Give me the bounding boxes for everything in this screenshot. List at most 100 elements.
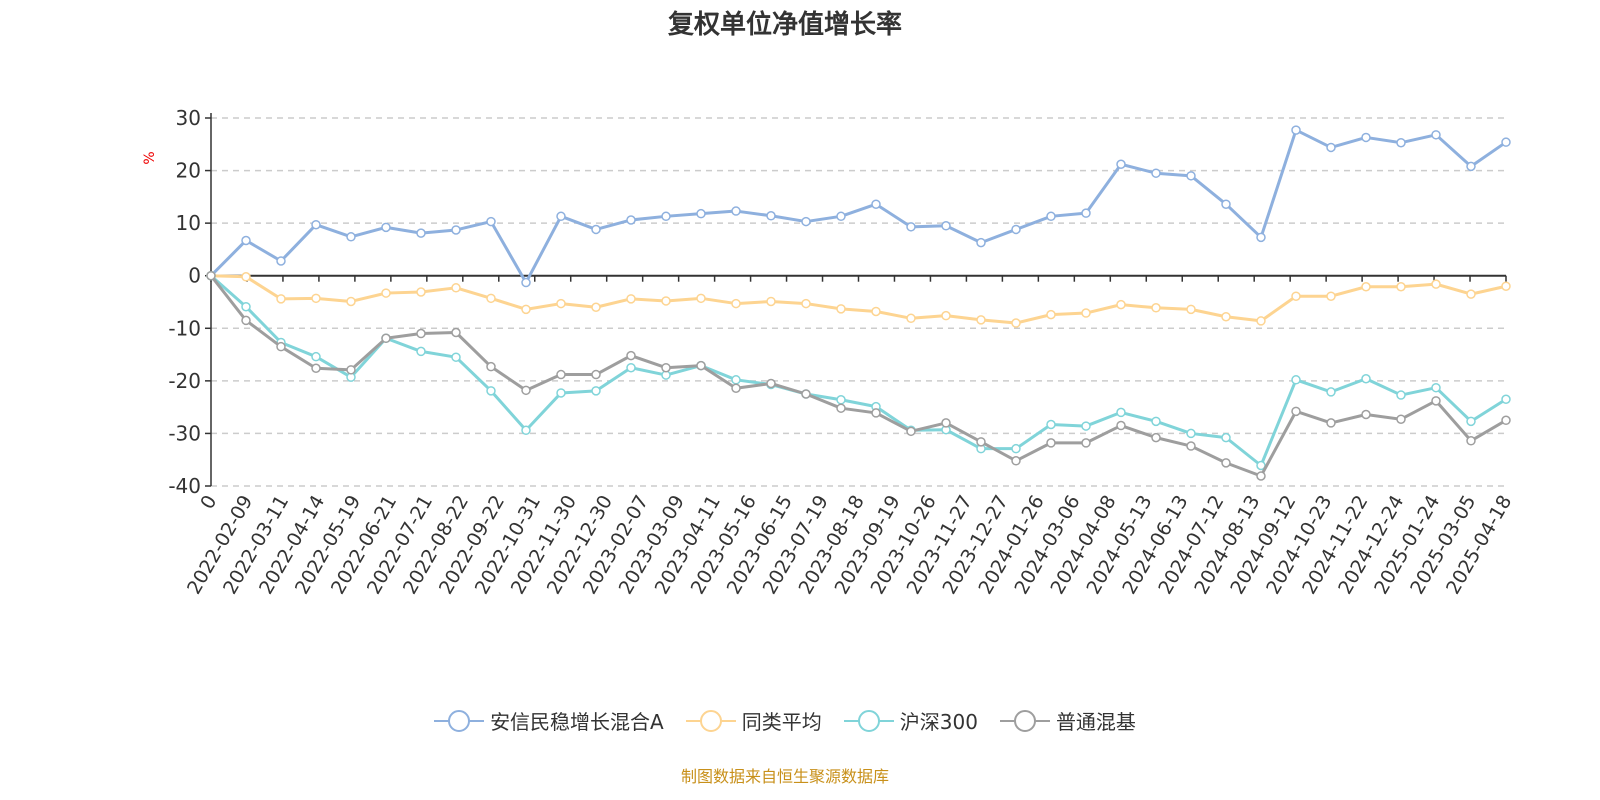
- series-0: [206, 125, 1511, 288]
- data-point: [1466, 436, 1476, 446]
- data-point: [521, 425, 531, 436]
- data-point: [976, 437, 986, 447]
- data-point: [241, 315, 251, 326]
- data-point: [1151, 168, 1161, 178]
- y-tick-label: 30: [176, 106, 201, 130]
- data-point: [1396, 137, 1406, 148]
- data-point: [766, 211, 776, 221]
- data-point: [556, 298, 566, 309]
- data-point: [626, 350, 636, 361]
- data-point: [1361, 282, 1371, 292]
- data-point: [626, 294, 636, 304]
- data-point: [591, 302, 601, 313]
- data-point: [451, 225, 461, 235]
- data-point: [311, 351, 321, 362]
- data-point: [626, 215, 636, 225]
- legend-marker-icon: [843, 709, 894, 732]
- data-point: [451, 283, 461, 293]
- data-point: [591, 369, 601, 380]
- data-point: [381, 222, 391, 233]
- legend-marker-icon: [434, 709, 485, 732]
- y-tick-label: -20: [168, 369, 201, 393]
- data-point: [1466, 289, 1476, 299]
- data-point: [976, 237, 986, 248]
- data-point: [1116, 159, 1126, 170]
- data-point: [1431, 382, 1441, 393]
- data-point: [1046, 419, 1056, 430]
- y-axis-label: %: [142, 151, 158, 164]
- data-point: [1081, 421, 1091, 431]
- data-point: [1221, 432, 1231, 443]
- legend-marker-icon: [685, 709, 736, 732]
- data-point: [451, 327, 461, 338]
- data-point: [1221, 199, 1231, 209]
- data-point: [906, 222, 916, 232]
- data-point: [556, 388, 566, 398]
- data-point: [381, 288, 391, 298]
- data-point: [486, 361, 496, 372]
- legend-item[interactable]: 沪深300: [843, 706, 978, 735]
- data-point: [766, 296, 776, 307]
- data-point: [696, 293, 706, 304]
- legend-label: 沪深300: [899, 710, 978, 734]
- data-point: [871, 199, 881, 209]
- data-point: [1291, 125, 1301, 135]
- y-tick-label: -30: [168, 421, 201, 445]
- data-point: [486, 216, 496, 227]
- series-1: [206, 270, 1511, 328]
- legend-item[interactable]: 同类平均: [685, 706, 822, 735]
- series-2: [206, 270, 1511, 471]
- data-point: [1081, 208, 1091, 218]
- series-line: [209, 128, 1507, 285]
- data-point: [1186, 171, 1196, 181]
- series-line: [209, 274, 1507, 478]
- data-point: [1011, 224, 1021, 235]
- legend-marker-icon: [999, 709, 1050, 732]
- data-point: [1396, 282, 1406, 292]
- data-point: [1361, 409, 1371, 420]
- data-point: [416, 346, 426, 357]
- data-point: [1256, 471, 1266, 481]
- data-point: [1116, 299, 1126, 310]
- legend: 安信民稳增长混合A 同类平均 沪深300 普通混基: [0, 706, 1570, 735]
- data-point: [661, 211, 671, 222]
- data-point: [1361, 374, 1371, 384]
- data-point: [276, 256, 286, 266]
- data-point: [696, 360, 706, 371]
- data-point: [801, 389, 811, 399]
- y-tick-label: -40: [168, 474, 201, 498]
- data-point: [1501, 281, 1511, 291]
- y-tick-label: -10: [168, 316, 201, 340]
- data-point: [416, 228, 426, 238]
- data-point: [801, 298, 811, 309]
- data-point: [731, 383, 741, 393]
- data-point: [1046, 438, 1056, 448]
- data-point: [591, 386, 601, 396]
- data-point: [1431, 130, 1441, 140]
- data-point: [311, 293, 321, 304]
- data-point: [486, 293, 496, 304]
- data-point: [836, 395, 846, 405]
- data-point: [1326, 142, 1336, 153]
- data-point: [1396, 414, 1406, 424]
- x-tick-label: 0: [196, 492, 221, 513]
- data-point: [836, 403, 846, 413]
- line-chart: 3020100-10-20-30-40%02022-02-092022-03-1…: [142, 106, 1516, 598]
- data-point: [836, 211, 846, 222]
- data-point: [1046, 309, 1056, 320]
- y-tick-label: 20: [176, 159, 201, 183]
- data-point: [906, 313, 916, 324]
- legend-item[interactable]: 普通混基: [999, 706, 1136, 735]
- data-point: [521, 385, 531, 396]
- y-tick-label: 0: [188, 264, 201, 288]
- data-point: [1011, 318, 1021, 328]
- data-point: [941, 310, 951, 321]
- legend-label: 普通混基: [1055, 710, 1136, 734]
- data-point: [346, 232, 356, 242]
- data-point: [1326, 291, 1336, 301]
- data-point: [1291, 291, 1301, 301]
- data-point: [1046, 211, 1056, 222]
- data-point: [591, 224, 601, 235]
- legend-item[interactable]: 安信民稳增长混合A: [434, 706, 664, 735]
- data-point: [1501, 394, 1511, 405]
